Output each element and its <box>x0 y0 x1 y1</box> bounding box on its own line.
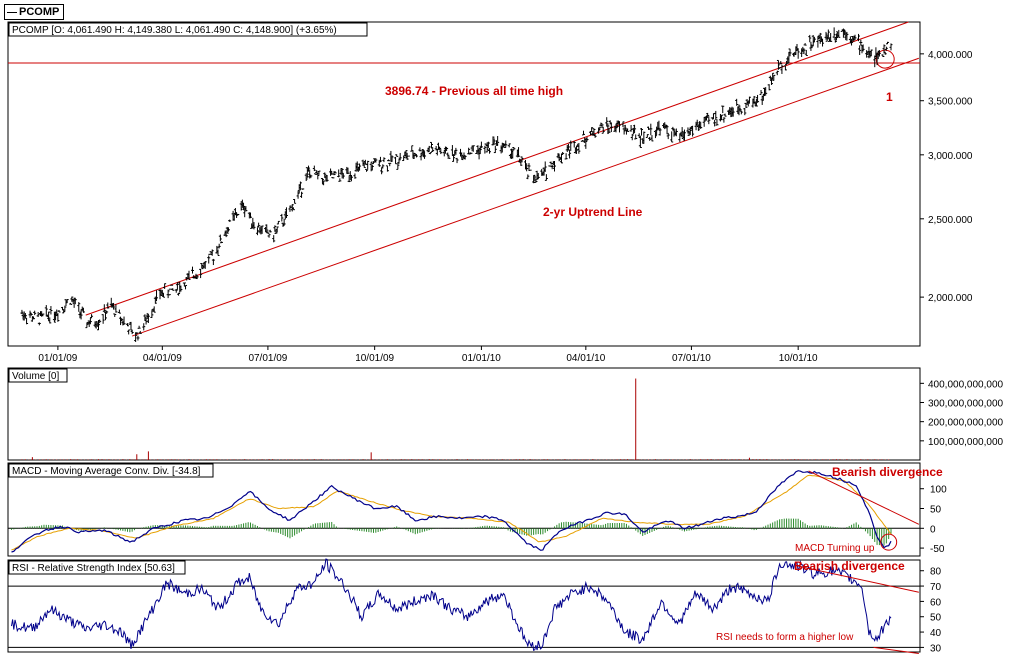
rsi-y-axis: 30 40 50 60 70 80 <box>8 567 942 654</box>
macd-y-tick-label: 0 <box>930 524 936 535</box>
symbol-legend[interactable]: PCOMP <box>4 4 65 20</box>
legend-line-swatch <box>7 11 17 13</box>
date-x-axis: 01/01/09 04/01/09 07/01/09 10/01/09 01/01/10… <box>38 346 818 364</box>
volume-panel-frame <box>7 367 921 461</box>
volume-y-tick-label: 200,000,000,000 <box>928 418 1004 429</box>
macd-histogram <box>10 518 892 546</box>
macd-turn-circle <box>880 533 898 551</box>
rsi-line <box>11 558 892 652</box>
macd-bearish-label: Bearish divergence <box>832 465 943 479</box>
price-ohlc-series <box>20 27 893 342</box>
volume-y-tick-label: 400,000,000,000 <box>928 379 1004 390</box>
rsi-low-trendline <box>873 646 919 655</box>
rsi-y-tick-label: 70 <box>930 582 942 593</box>
volume-y-tick-label: 300,000,000,000 <box>928 399 1004 410</box>
date-x-tick-label: 07/01/09 <box>248 353 287 364</box>
rsi-panel[interactable]: RSI - Relative Strength Index [50.63] 30… <box>7 558 942 655</box>
rsi-y-tick-label: 50 <box>930 613 942 624</box>
volume-bars <box>21 378 890 460</box>
macd-panel-title-box <box>8 463 214 478</box>
date-x-tick-label: 04/01/09 <box>143 353 182 364</box>
date-x-tick-label: 01/01/10 <box>462 353 501 364</box>
macd-panel-title: MACD - Moving Average Conv. Div. [-34.8] <box>12 466 201 477</box>
price-y-tick-label: 3,500.000 <box>928 97 973 108</box>
rsi-bearish-label: Bearish divergence <box>794 559 905 573</box>
rsi-panel-frame <box>7 559 921 653</box>
volume-panel[interactable]: Volume [0] 100,000,000,000 200,000,000,00… <box>7 367 1004 461</box>
volume-panel-title: Volume [0] <box>12 371 59 382</box>
macd-panel-frame <box>7 462 921 557</box>
marker-one-label: 1 <box>886 90 893 104</box>
price-y-tick-label: 4,000.000 <box>928 50 973 61</box>
previous-high-label: 3896.74 - Previous all time high <box>385 84 563 98</box>
price-y-tick-label: 2,500.000 <box>928 215 973 226</box>
date-x-tick-label: 01/01/09 <box>38 353 77 364</box>
macd-y-tick-label: 100 <box>930 485 947 496</box>
price-panel-frame <box>7 21 921 347</box>
price-y-tick-label: 2,000.000 <box>928 293 973 304</box>
rsi-y-tick-label: 40 <box>930 628 942 639</box>
upper-channel-line <box>85 21 909 316</box>
symbol-legend-label: PCOMP <box>19 6 60 18</box>
price-y-axis: 2,000.000 2,500.000 3,000.000 3,500.000 4,00… <box>920 50 973 304</box>
uptrend-line-label: 2-yr Uptrend Line <box>543 205 643 219</box>
rsi-higher-low-label: RSI needs to form a higher low <box>716 632 854 643</box>
macd-divergence-trendline <box>808 470 920 525</box>
marker-one-circle <box>875 49 895 69</box>
date-x-tick-label: 10/01/10 <box>779 353 818 364</box>
volume-y-axis: 100,000,000,000 200,000,000,000 300,000,00… <box>920 379 1004 448</box>
macd-lines <box>11 470 920 553</box>
rsi-y-tick-label: 60 <box>930 597 942 608</box>
uptrend-line <box>131 57 920 337</box>
price-panel-title: PCOMP [O: 4,061.490 H: 4,149.380 L: 4,06… <box>12 25 337 36</box>
rsi-panel-title: RSI - Relative Strength Index [50.63] <box>12 563 175 574</box>
rsi-lines <box>11 558 919 655</box>
rsi-divergence-trendline <box>798 565 919 593</box>
macd-y-tick-label: 50 <box>930 505 942 516</box>
rsi-panel-title-box <box>8 560 186 575</box>
macd-panel[interactable]: MACD - Moving Average Conv. Div. [-34.8]… <box>7 462 947 557</box>
date-x-tick-label: 10/01/09 <box>355 353 394 364</box>
macd-line <box>11 470 892 553</box>
price-panel[interactable]: PCOMP [O: 4,061.490 H: 4,149.380 L: 4,06… <box>7 21 973 364</box>
rsi-y-tick-label: 80 <box>930 567 942 578</box>
price-panel-title-box <box>8 22 368 37</box>
price-annotation-lines <box>8 21 920 337</box>
macd-y-tick-label: -50 <box>930 544 945 555</box>
macd-turning-up-label: MACD Turning up <box>795 543 875 554</box>
volume-y-tick-label: 100,000,000,000 <box>928 437 1004 448</box>
date-x-tick-label: 07/01/10 <box>672 353 711 364</box>
rsi-y-tick-label: 30 <box>930 643 942 654</box>
volume-panel-title-box <box>8 368 68 383</box>
price-y-tick-label: 3,000.000 <box>928 151 973 162</box>
date-x-tick-label: 04/01/10 <box>566 353 605 364</box>
